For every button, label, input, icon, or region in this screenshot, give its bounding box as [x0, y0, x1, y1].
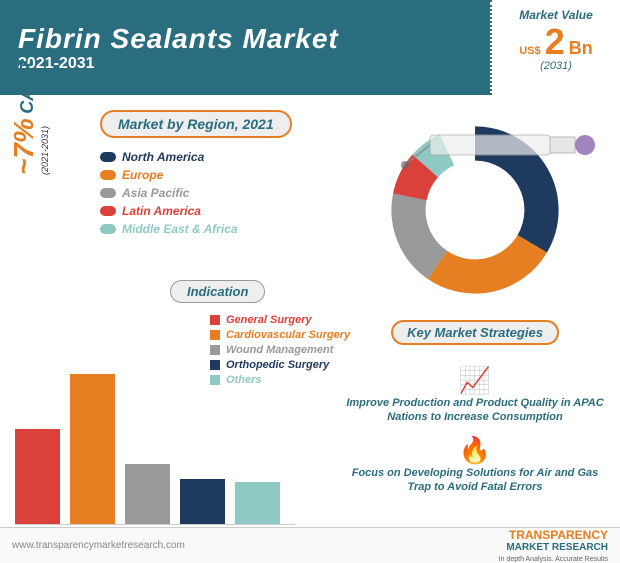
bar-chart	[15, 355, 295, 525]
bar	[70, 374, 115, 524]
logo-tagline: In depth Analysis. Accurate Results	[499, 556, 608, 563]
cagr-value: ~7%	[8, 118, 39, 175]
footer-url: www.transparencymarketresearch.com	[12, 540, 185, 551]
market-value-box: Market Value US$ 2 Bn (2031)	[490, 0, 620, 95]
market-value-label: Market Value	[500, 8, 612, 22]
region-legend-item: Asia Pacific	[100, 186, 292, 200]
strategy-item: 📈Improve Production and Product Quality …	[345, 365, 605, 425]
value-unit: Bn	[569, 38, 593, 59]
currency: US$	[519, 45, 540, 57]
region-title: Market by Region, 2021	[100, 110, 292, 138]
title-main: Fibrin Sealants Market	[18, 23, 472, 55]
indication-legend-item: General Surgery	[210, 314, 350, 326]
region-legend-item: Latin America	[100, 204, 292, 218]
logo-main: TRANSPARENCY	[509, 528, 608, 542]
header: Fibrin Sealants Market 2021-2031 Market …	[0, 0, 620, 95]
logo-sub: MARKET RESEARCH	[506, 542, 608, 553]
cagr-label: CAGR	[17, 61, 37, 114]
strategy-text: Improve Production and Product Quality i…	[345, 396, 605, 425]
indication-title: Indication	[170, 280, 265, 303]
content: ~7% CAGR (2021-2031) Market by Region, 2…	[0, 95, 620, 525]
title-box: Fibrin Sealants Market 2021-2031	[0, 0, 490, 95]
region-legend-item: North America	[100, 150, 292, 164]
bar	[125, 464, 170, 524]
cagr-period: (2021-2031)	[40, 61, 50, 175]
footer: www.transparencymarketresearch.com TRANS…	[0, 527, 620, 563]
region-legend-item: Europe	[100, 168, 292, 182]
cagr-block: ~7% CAGR (2021-2031)	[8, 61, 50, 175]
strategies-title: Key Market Strategies	[391, 320, 559, 345]
donut-segment	[437, 244, 532, 277]
logo: TRANSPARENCY MARKET RESEARCH In depth An…	[499, 528, 608, 563]
title-period: 2021-2031	[18, 55, 472, 73]
region-section: Market by Region, 2021 North America Euro…	[100, 110, 292, 240]
strategy-item: 🔥Focus on Developing Solutions for Air a…	[345, 435, 605, 495]
strategies-section: Key Market Strategies 📈Improve Productio…	[345, 320, 605, 504]
indication-legend-item: Cardiovascular Surgery	[210, 329, 350, 341]
bar	[15, 429, 60, 524]
syringe-image	[400, 105, 600, 185]
value-year: (2031)	[500, 60, 612, 72]
strategy-icon: 🔥	[345, 435, 605, 466]
region-legend: North America Europe Asia Pacific Latin Ame…	[100, 150, 292, 236]
market-value: US$ 2 Bn	[500, 24, 612, 60]
strategy-icon: 📈	[345, 365, 605, 396]
bar	[180, 479, 225, 524]
bar	[235, 482, 280, 524]
region-legend-item: Middle East & Africa	[100, 222, 292, 236]
donut-segment	[409, 197, 438, 265]
strategy-text: Focus on Developing Solutions for Air an…	[345, 466, 605, 495]
value-number: 2	[545, 24, 565, 60]
